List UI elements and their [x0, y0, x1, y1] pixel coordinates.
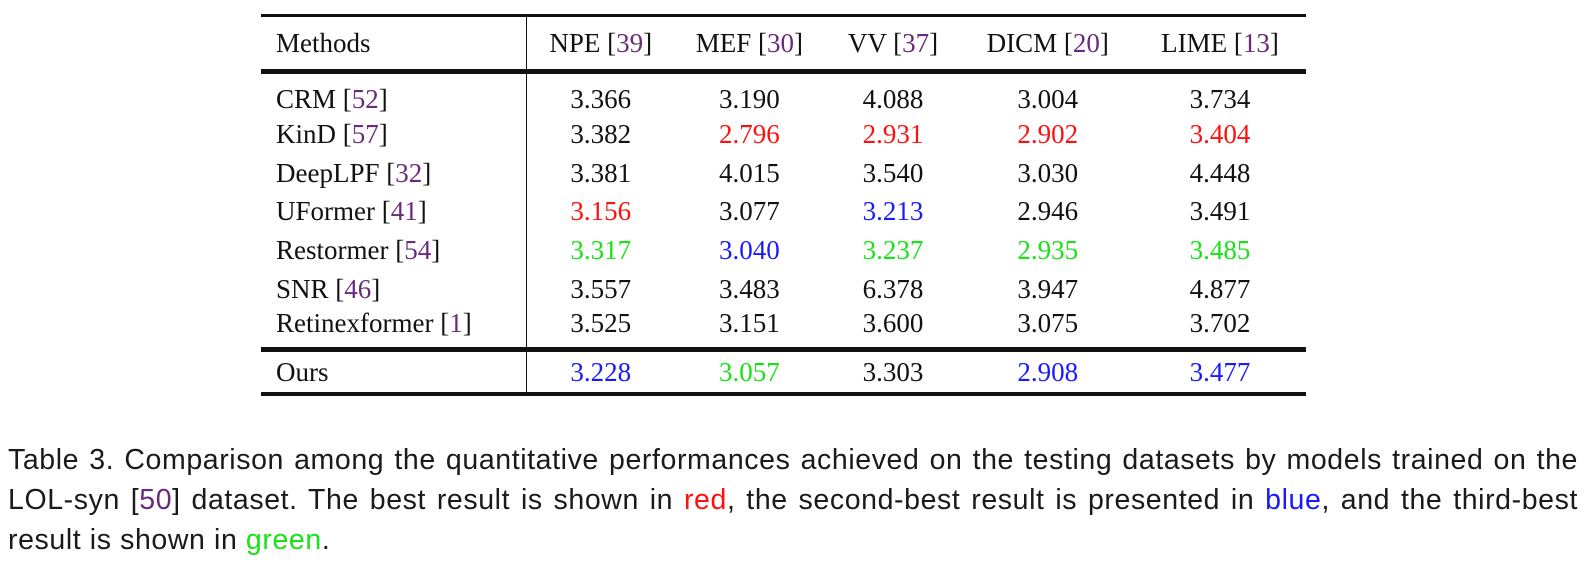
value-cell: 2.908 [1017, 356, 1079, 387]
value-cell: 3.213 [862, 196, 924, 227]
value-cell: 3.151 [719, 308, 780, 339]
ours-section: Ours 3.228 3.057 3.303 2.908 3.477 [261, 349, 1306, 394]
value-cell: 3.237 [862, 234, 924, 265]
value-cell: 3.404 [1189, 118, 1251, 149]
value-cell: 3.075 [1017, 308, 1079, 339]
value-cell: 6.378 [862, 273, 924, 304]
caption-text: , the second-best result is presented in [726, 484, 1266, 516]
table-body: CRM [52] 3.366 3.190 4.088 3.004 3.734 KinD [5… [261, 71, 1306, 350]
method-cell: DeepLPF [32] [261, 153, 528, 193]
value-cell: 2.931 [862, 118, 924, 149]
header-dicm: DICM [20] [986, 27, 1109, 58]
value-cell: 3.228 [570, 356, 632, 387]
value-cell: 3.382 [570, 118, 632, 149]
header-vv: VV [37] [847, 27, 939, 58]
caption-red-word: red [683, 484, 727, 516]
method-cell: Restormer [54] [261, 231, 528, 270]
method-cell: UFormer [41] [261, 192, 528, 232]
value-cell: 3.557 [570, 273, 632, 304]
value-cell: 3.303 [862, 356, 924, 387]
table-caption: Table 3. Comparison among the quantitati… [8, 440, 1578, 560]
value-cell: 3.540 [862, 157, 924, 188]
results-table-container: Methods NPE [39] MEF [30] VV [37] DICM [… [261, 14, 1306, 396]
value-cell: 3.947 [1017, 273, 1079, 304]
header-npe: NPE [39] [549, 27, 653, 58]
value-cell: 3.366 [570, 84, 632, 114]
results-table: Methods NPE [39] MEF [30] VV [37] DICM [… [261, 14, 1306, 396]
table-row: CRM [52] 3.366 3.190 4.088 3.004 3.734 [261, 71, 1306, 115]
caption-citation: 50 [139, 484, 173, 516]
caption-text: Table 3. Comparison among the quantitati… [8, 444, 1578, 516]
table-row: UFormer [41] 3.156 3.077 3.213 2.946 3.491 [261, 192, 1306, 232]
value-cell: 3.600 [862, 308, 924, 339]
table-row: KinD [57] 3.382 2.796 2.931 2.902 3.404 [261, 115, 1306, 154]
table-row: Restormer [54] 3.317 3.040 3.237 2.935 3.485 [261, 231, 1306, 270]
value-cell: 3.190 [719, 84, 780, 114]
value-cell: 2.946 [1017, 196, 1079, 227]
table-row-ours: Ours 3.228 3.057 3.303 2.908 3.477 [261, 349, 1306, 394]
table-row: Retinexformer [1] 3.525 3.151 3.600 3.075 3.7… [261, 308, 1306, 350]
table-row: SNR [46] 3.557 3.483 6.378 3.947 4.877 [261, 269, 1306, 309]
caption-blue-word: blue [1265, 484, 1322, 516]
header-mef: MEF [30] [695, 27, 804, 58]
method-cell: KinD [57] [261, 115, 528, 154]
value-cell: 3.477 [1189, 356, 1251, 387]
method-cell: Retinexformer [1] [261, 308, 528, 350]
value-cell: 3.734 [1189, 84, 1251, 114]
method-cell: Ours [261, 349, 528, 394]
value-cell: 3.030 [1017, 157, 1079, 188]
caption-green-word: green [245, 524, 322, 556]
table-header: Methods NPE [39] MEF [30] VV [37] DICM [… [261, 15, 1306, 72]
caption-text: . [321, 524, 331, 556]
value-cell: 3.483 [719, 273, 780, 304]
value-cell: 3.525 [570, 308, 632, 339]
value-cell: 3.040 [719, 234, 780, 265]
value-cell: 3.077 [719, 196, 780, 227]
value-cell: 3.057 [719, 356, 780, 387]
value-cell: 4.088 [862, 84, 924, 114]
value-cell: 3.702 [1189, 308, 1251, 339]
value-cell: 4.015 [719, 157, 780, 188]
table-row: DeepLPF [32] 3.381 4.015 3.540 3.030 4.448 [261, 153, 1306, 193]
value-cell: 2.935 [1017, 234, 1079, 265]
value-cell: 3.156 [570, 196, 632, 227]
value-cell: 4.877 [1189, 273, 1251, 304]
method-cell: CRM [52] [261, 71, 528, 115]
value-cell: 3.381 [570, 157, 632, 188]
value-cell: 4.448 [1189, 157, 1251, 188]
value-cell: 2.902 [1017, 118, 1079, 149]
value-cell: 3.491 [1189, 196, 1251, 227]
value-cell: 3.317 [570, 234, 632, 265]
value-cell: 2.796 [719, 118, 780, 149]
value-cell: 3.004 [1017, 84, 1079, 114]
value-cell: 3.485 [1189, 234, 1251, 265]
header-lime: LIME [13] [1161, 27, 1279, 58]
caption-text: , and the third-best result is shown in [8, 484, 1578, 556]
header-row: Methods NPE [39] MEF [30] VV [37] DICM [… [261, 15, 1306, 72]
caption-text: ] dataset. The best result is shown in [172, 484, 684, 516]
method-cell: SNR [46] [261, 269, 528, 309]
header-methods: Methods [261, 15, 528, 72]
